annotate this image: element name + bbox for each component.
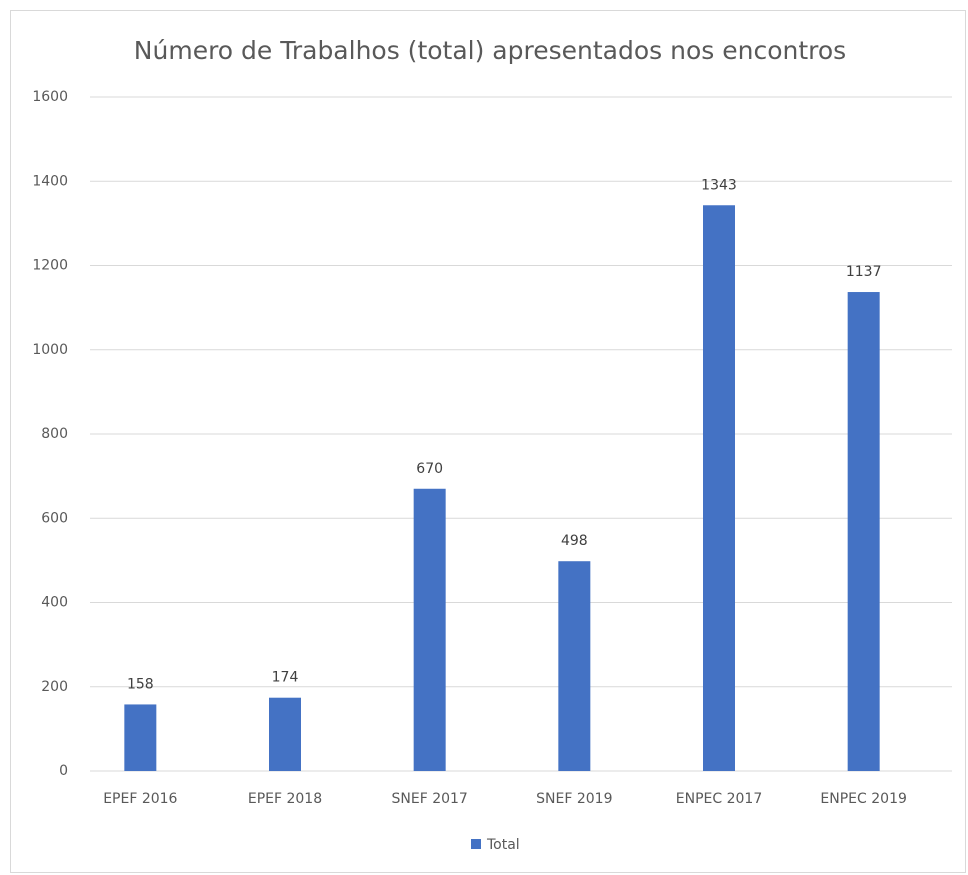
legend-swatch [471,839,481,849]
y-tick-label: 1200 [32,258,68,274]
x-tick-label: SNEF 2017 [391,791,467,807]
bar [558,561,591,771]
data-label: 1343 [701,177,737,193]
data-label: 174 [272,670,299,686]
bar [269,697,301,771]
bar [124,704,157,771]
data-label: 1137 [846,264,882,280]
chart-border [10,10,966,873]
legend-label: Total [486,837,520,853]
x-tick-label: ENPEC 2019 [820,791,906,807]
bar [703,205,735,772]
bar [847,292,880,771]
data-label: 498 [561,533,588,549]
data-label: 158 [127,676,154,692]
y-tick-label: 400 [41,595,68,611]
y-tick-label: 200 [41,679,68,695]
data-label: 670 [416,461,443,477]
y-tick-label: 1400 [32,173,68,189]
y-tick-label: 1600 [32,89,68,105]
y-tick-label: 0 [59,763,68,779]
bar [413,488,446,771]
y-tick-label: 1000 [32,342,68,358]
x-tick-label: EPEF 2018 [248,791,322,807]
y-tick-label: 600 [41,510,68,526]
x-tick-label: ENPEC 2017 [676,791,762,807]
chart-title: Número de Trabalhos (total) apresentados… [134,36,846,65]
y-tick-label: 800 [41,426,68,442]
x-tick-label: SNEF 2019 [536,791,612,807]
x-tick-label: EPEF 2016 [103,791,177,807]
